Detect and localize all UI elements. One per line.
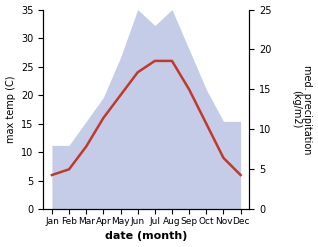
Y-axis label: med. precipitation
(kg/m2): med. precipitation (kg/m2)	[291, 65, 313, 154]
Y-axis label: max temp (C): max temp (C)	[5, 76, 16, 143]
X-axis label: date (month): date (month)	[105, 231, 187, 242]
